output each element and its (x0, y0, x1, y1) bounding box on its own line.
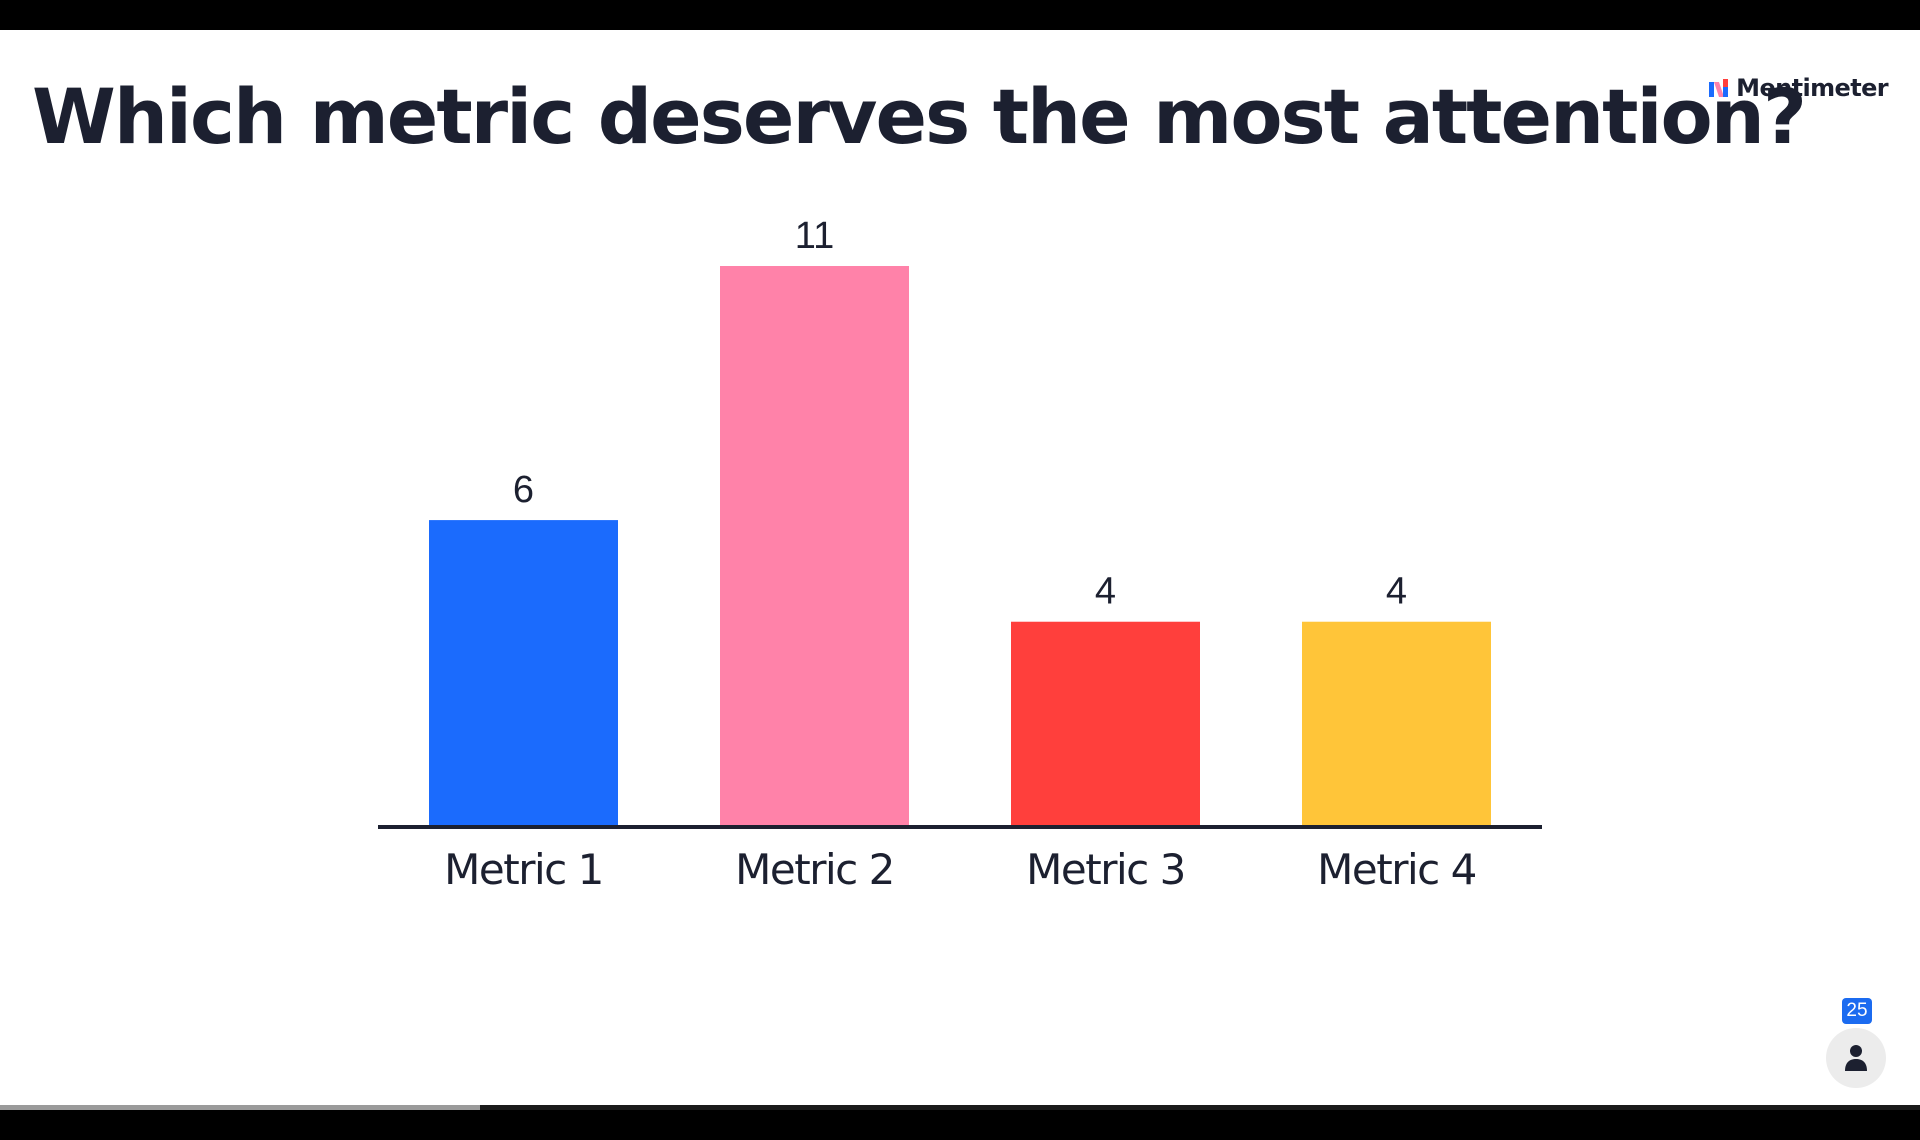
category-label-4: Metric 4 (1317, 845, 1476, 894)
category-label-2: Metric 2 (735, 845, 894, 894)
participants-button[interactable] (1826, 1028, 1886, 1088)
brand-name: Mentimeter (1736, 74, 1888, 102)
category-label-3: Metric 3 (1026, 845, 1185, 894)
bar-4 (1302, 621, 1491, 825)
bar-value-label-4: 4 (1386, 571, 1407, 613)
bars (429, 266, 1491, 825)
bar-chart: 6 11 4 4 Metric 1 Metric 2 Metric 3 Metric 4 (378, 215, 1542, 894)
category-label-1: Metric 1 (444, 845, 603, 894)
letterbox-top (0, 0, 1920, 30)
letterbox-bottom (0, 1110, 1920, 1140)
bar-1 (429, 520, 618, 825)
brand-logo: Mentimeter (1708, 74, 1889, 102)
bar-2 (720, 266, 909, 825)
bar-value-label-3: 4 (1095, 571, 1116, 613)
participant-count-badge: 25 (1842, 998, 1872, 1024)
bar-3 (1011, 621, 1200, 825)
presentation-progress-fill (0, 1105, 480, 1110)
mentimeter-logo-icon (1709, 79, 1729, 97)
presentation-progress-bar (0, 1105, 1920, 1110)
bar-value-labels: 6 11 4 4 (513, 215, 1407, 613)
bar-value-label-1: 6 (513, 469, 534, 511)
slide-title: Which metric deserves the most attention… (32, 72, 1807, 161)
participants-widget: 25 (1826, 998, 1890, 1088)
person-icon (1845, 1045, 1867, 1071)
slide: Which metric deserves the most attention… (0, 30, 1920, 1110)
bar-value-label-2: 11 (795, 215, 834, 257)
category-labels: Metric 1 Metric 2 Metric 3 Metric 4 (444, 845, 1477, 894)
